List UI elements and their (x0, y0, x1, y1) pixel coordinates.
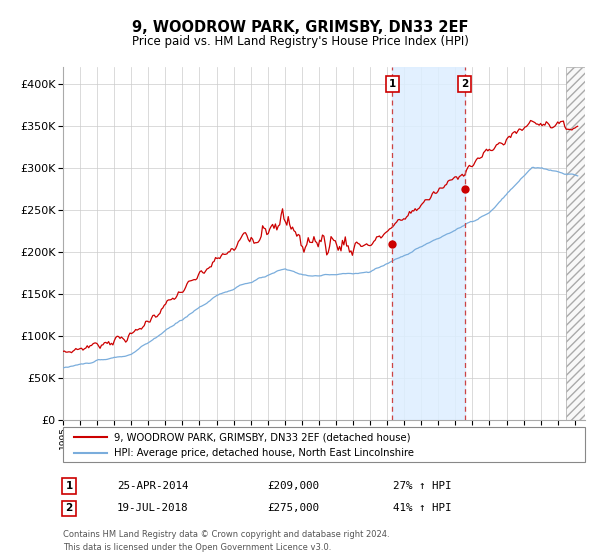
Text: 9, WOODROW PARK, GRIMSBY, DN33 2EF: 9, WOODROW PARK, GRIMSBY, DN33 2EF (132, 20, 468, 35)
Text: 2: 2 (461, 79, 468, 89)
Text: Contains HM Land Registry data © Crown copyright and database right 2024.: Contains HM Land Registry data © Crown c… (63, 530, 389, 539)
Text: 1: 1 (65, 481, 73, 491)
Text: 25-APR-2014: 25-APR-2014 (117, 481, 188, 491)
Text: 9, WOODROW PARK, GRIMSBY, DN33 2EF (detached house): 9, WOODROW PARK, GRIMSBY, DN33 2EF (deta… (114, 432, 410, 442)
Text: £209,000: £209,000 (267, 481, 319, 491)
Text: 41% ↑ HPI: 41% ↑ HPI (393, 503, 452, 514)
Bar (392, 67, 464, 420)
Text: HPI: Average price, detached house, North East Lincolnshire: HPI: Average price, detached house, Nort… (114, 449, 414, 458)
Text: 2: 2 (65, 503, 73, 514)
Text: This data is licensed under the Open Government Licence v3.0.: This data is licensed under the Open Gov… (63, 543, 331, 552)
Bar (566, 67, 585, 420)
Text: 19-JUL-2018: 19-JUL-2018 (117, 503, 188, 514)
Text: Price paid vs. HM Land Registry's House Price Index (HPI): Price paid vs. HM Land Registry's House … (131, 35, 469, 48)
Text: £275,000: £275,000 (267, 503, 319, 514)
Text: 1: 1 (389, 79, 396, 89)
Text: 27% ↑ HPI: 27% ↑ HPI (393, 481, 452, 491)
